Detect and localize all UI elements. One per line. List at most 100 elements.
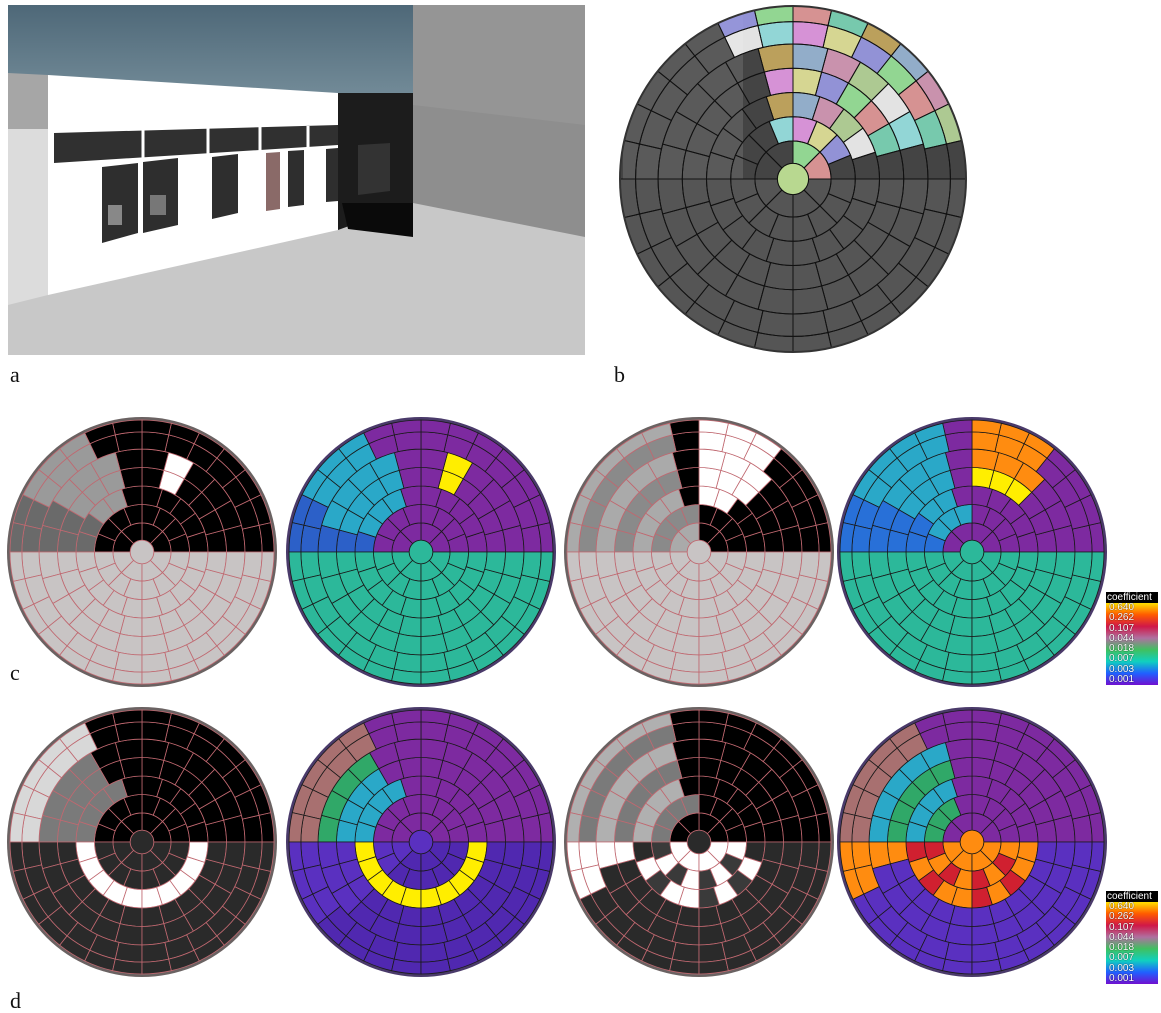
sky-patch: [793, 6, 832, 26]
disc-patch: [141, 431, 170, 453]
disc-patch: [114, 941, 143, 963]
panel-label-c: c: [10, 660, 20, 685]
disc-patch: [798, 841, 820, 870]
legend-value: 0.007: [1109, 952, 1135, 964]
disc-patch: [698, 448, 727, 471]
panel-c-disc-3: [564, 417, 834, 687]
disc-patch: [537, 841, 554, 872]
legend-c: coefficient 0.640 0.262 0.107 0.044 0.01…: [1106, 592, 1158, 685]
disc-patch: [393, 923, 422, 946]
disc-patch: [393, 633, 422, 656]
disc-patch: [868, 524, 891, 553]
disc-patch: [114, 923, 143, 946]
disc-patch: [38, 524, 61, 553]
disc-patch: [944, 721, 973, 743]
disc-patch: [420, 431, 449, 453]
sky-patch: [898, 80, 935, 121]
disc-patch: [21, 841, 43, 870]
disc-patch: [671, 633, 700, 656]
sky-patch: [754, 6, 793, 26]
disc-patch: [698, 738, 727, 761]
disc-patch: [141, 738, 170, 761]
disc-patch: [1071, 841, 1093, 870]
disc-patch: [520, 551, 542, 580]
disc-patch: [420, 738, 449, 761]
disc-patch: [595, 524, 618, 553]
zenith-patch: [776, 162, 810, 196]
disc-patch: [698, 651, 727, 673]
disc-patch: [944, 941, 973, 963]
disc-patch: [317, 814, 340, 843]
panel-a-building-render: [8, 5, 585, 355]
legend-value: 0.640: [1109, 602, 1135, 613]
disc-patch: [1088, 841, 1105, 872]
sky-patch: [916, 71, 949, 111]
sky-patch: [848, 62, 889, 101]
disc-patch: [520, 841, 542, 870]
sky-patch: [823, 25, 862, 58]
sky-patch: [843, 128, 876, 160]
panel-d-disc-2: [286, 707, 556, 977]
legend-value: 0.018: [1109, 643, 1135, 654]
disc-patch: [578, 524, 600, 553]
disc-patch: [223, 551, 246, 580]
disc-patch: [851, 524, 873, 553]
disc-patch: [537, 551, 554, 582]
sky-patch: [891, 43, 929, 81]
disc-patch: [578, 814, 600, 843]
disc-patch: [671, 431, 700, 453]
disc-patch: [798, 551, 820, 580]
sky-patch: [793, 68, 822, 96]
disc-patch: [815, 841, 832, 872]
disc-patch: [698, 721, 727, 743]
disc-patch: [258, 841, 275, 872]
disc-patch: [141, 651, 170, 673]
disc-patch: [671, 721, 700, 743]
disc-patch: [393, 431, 422, 453]
disc-patch: [944, 923, 973, 946]
disc-patch: [300, 814, 322, 843]
legend-value: 0.107: [1109, 921, 1135, 933]
disc-patch: [971, 721, 1000, 743]
disc-patch: [671, 651, 700, 673]
disc-patch: [520, 814, 542, 843]
disc-patch: [141, 448, 170, 471]
disc-patch: [241, 814, 263, 843]
disc-patch: [1071, 551, 1093, 580]
disc-patch: [241, 841, 263, 870]
sky-patch: [804, 152, 832, 179]
disc-patch: [578, 551, 600, 580]
legend-value: 0.044: [1109, 931, 1135, 943]
sky-patch: [793, 21, 829, 48]
disc-patch: [971, 651, 1000, 673]
disc-patch: [971, 738, 1000, 761]
disc-patch: [815, 551, 832, 582]
disc-patch: [944, 633, 973, 656]
panel-d-disc-3: [564, 707, 834, 977]
legend-colorbar: 0.640 0.262 0.107 0.044 0.018 0.007 0.00…: [1106, 602, 1158, 685]
sky-patch: [934, 103, 962, 144]
sky-patch: [793, 44, 828, 73]
legend-value: 0.007: [1109, 653, 1135, 665]
disc-patch: [868, 814, 891, 843]
disc-patch: [780, 551, 803, 580]
legend-value: 0.001: [1109, 972, 1135, 984]
disc-patch: [798, 814, 820, 843]
sky-patch: [793, 116, 817, 144]
disc-patch: [38, 814, 61, 843]
sky-patch: [867, 123, 900, 157]
sky-patch: [769, 116, 793, 144]
legend-value: 0.640: [1109, 901, 1135, 912]
legend-title: coefficient: [1106, 891, 1158, 902]
disc-patch: [241, 551, 263, 580]
sky-patch: [914, 110, 947, 149]
legend-title: coefficient: [1106, 592, 1158, 603]
sky-patch: [828, 10, 869, 38]
disc-patch: [114, 721, 143, 743]
disc-patch: [300, 551, 322, 580]
disc-patch: [520, 524, 542, 553]
disc-patch: [502, 841, 525, 870]
disc-patch: [141, 721, 170, 743]
disc-patch: [393, 941, 422, 963]
sky-patch: [861, 23, 901, 56]
